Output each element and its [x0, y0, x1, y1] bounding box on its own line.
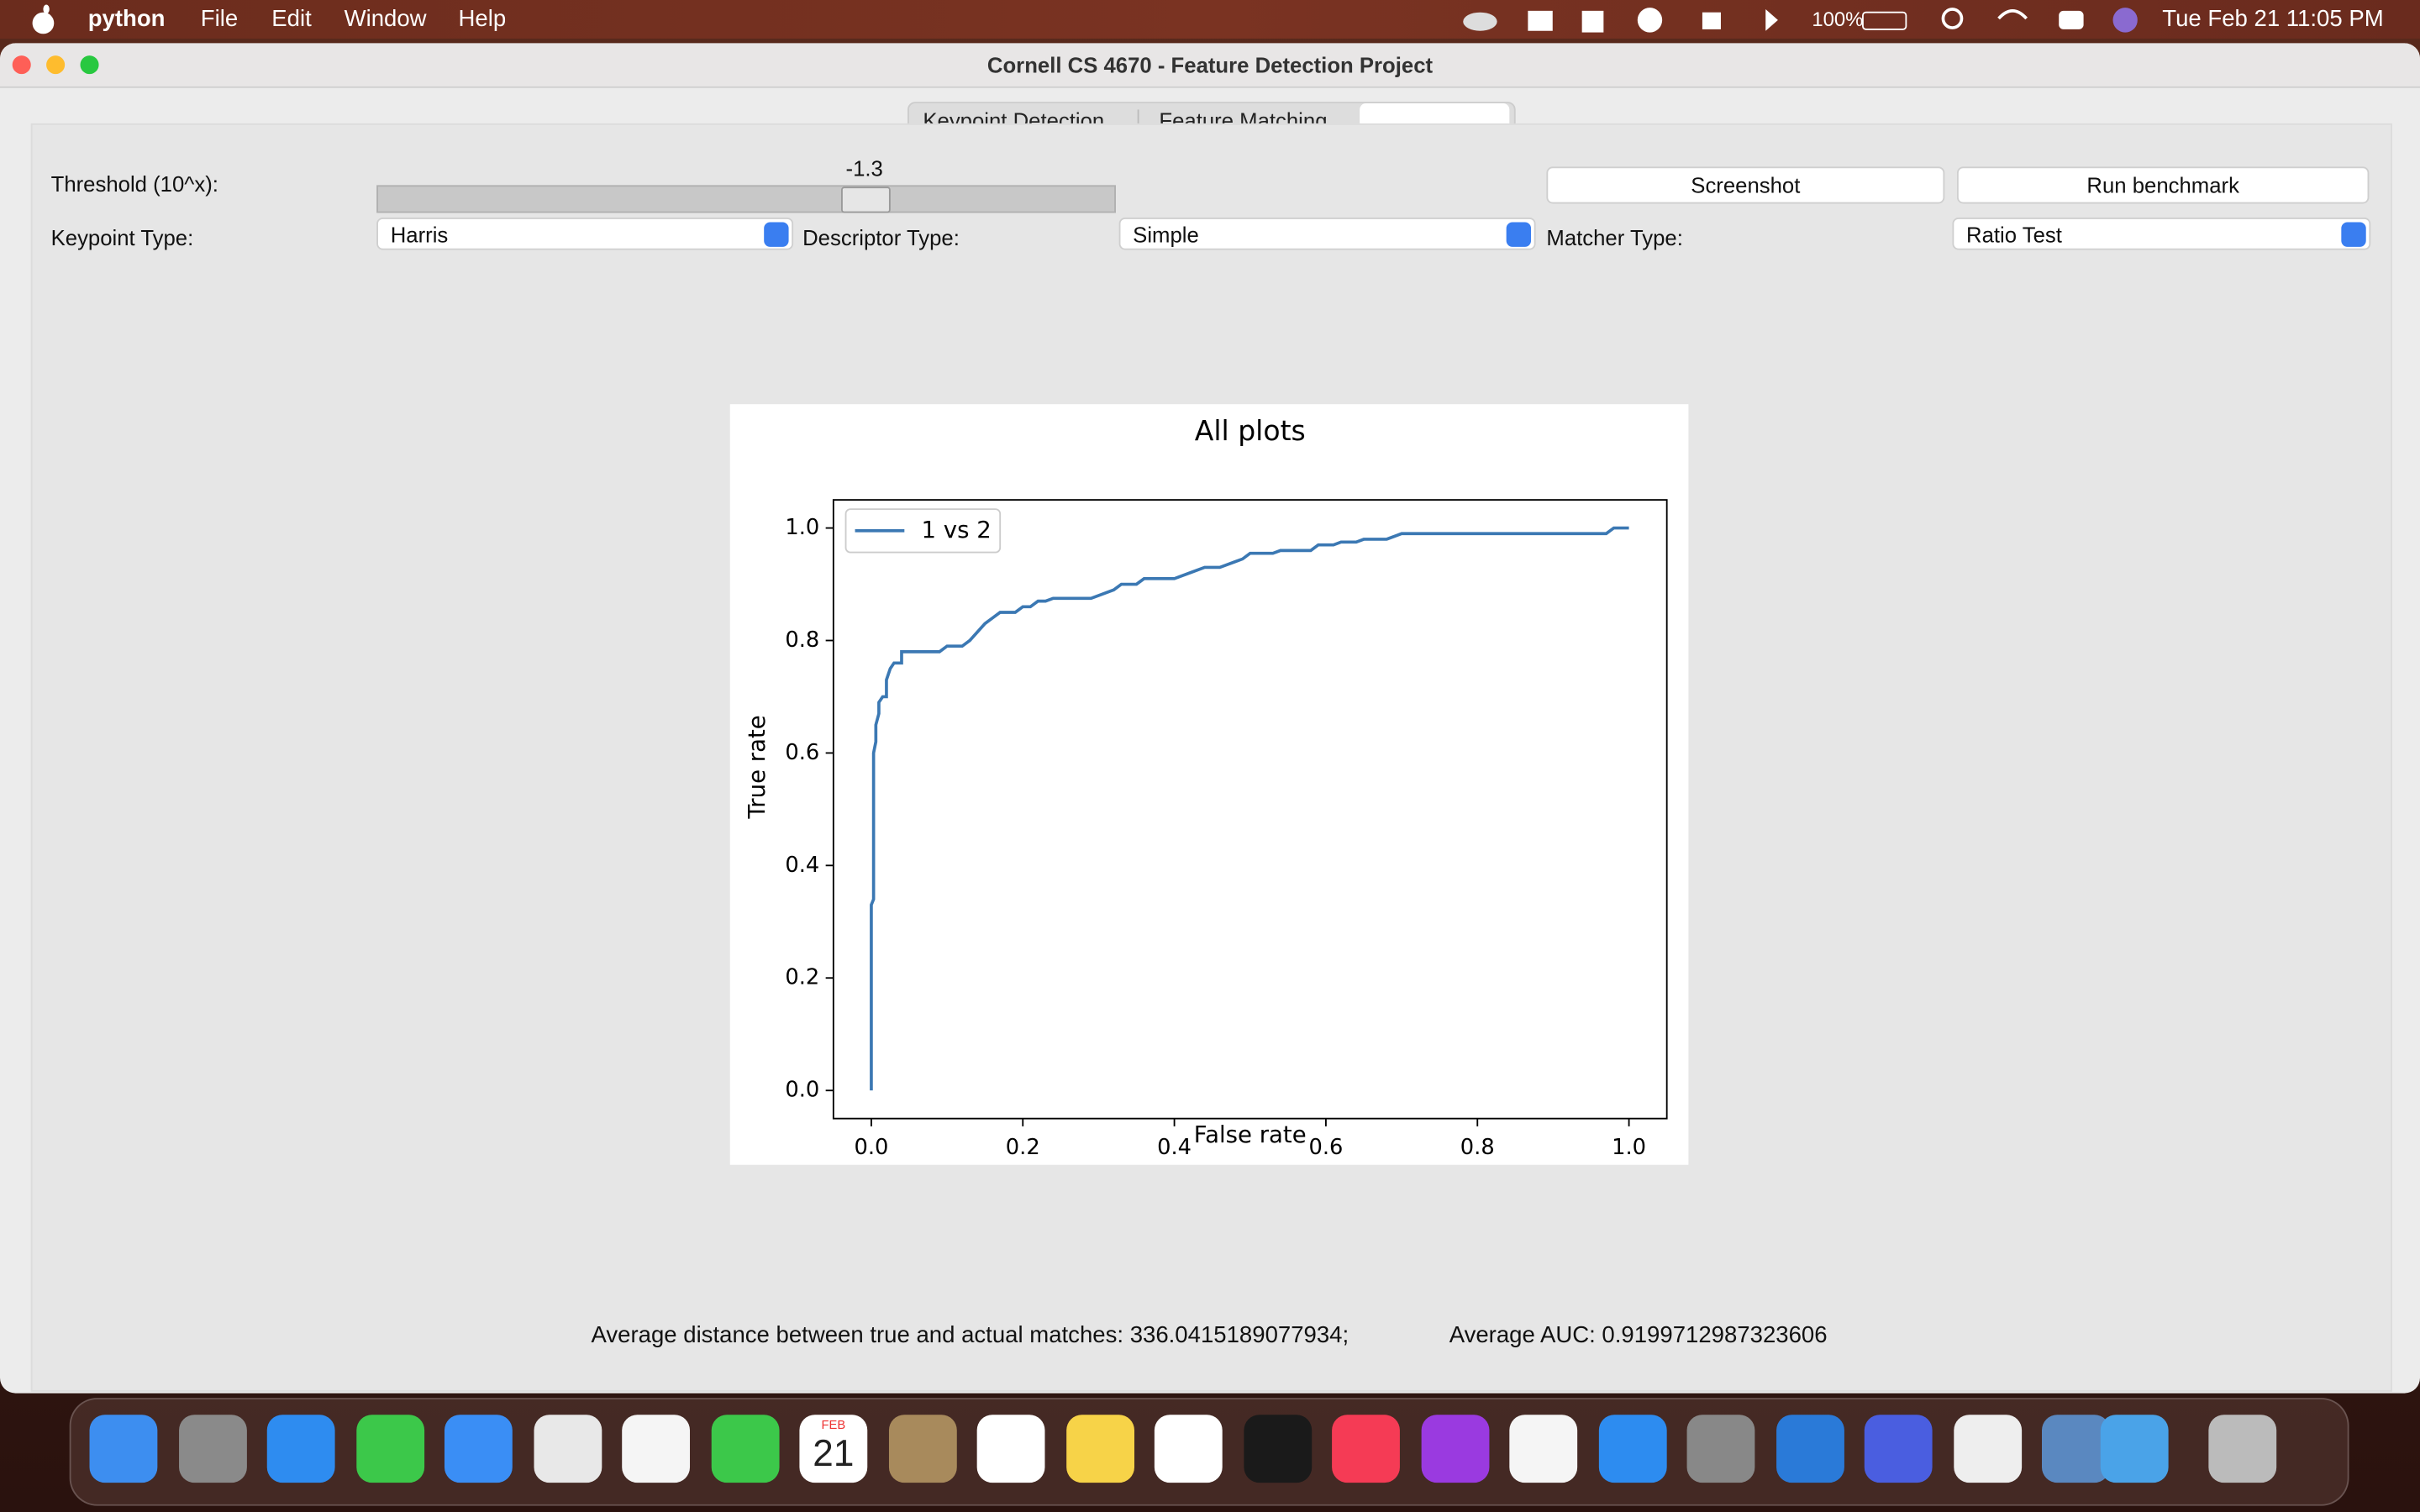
y-tick-label: 0.2 [785, 965, 819, 990]
threshold-slider[interactable] [376, 185, 1116, 213]
dock-icon[interactable] [355, 1415, 424, 1483]
menu-item[interactable]: Help [458, 6, 507, 33]
dock-icon[interactable] [1776, 1415, 1844, 1483]
keypoint-select[interactable]: Harris [376, 217, 794, 250]
dock-icon[interactable] [710, 1415, 779, 1483]
benchmark-button[interactable]: Run benchmark [1956, 166, 2370, 204]
keypoint-value: Harris [390, 222, 449, 247]
menu-item[interactable]: Window [344, 6, 427, 33]
select-arrow [2341, 222, 2366, 247]
dock-icon[interactable] [1420, 1415, 1489, 1483]
x-tick-label: 0.2 [1006, 1135, 1040, 1160]
status-auc: Average AUC: 0.9199712987323606 [1449, 1322, 1828, 1349]
descriptor-label: Descriptor Type: [802, 225, 960, 250]
legend-label: 1 vs 2 [922, 517, 992, 543]
x-tick-label: 0.0 [854, 1135, 888, 1160]
descriptor-select[interactable]: Simple [1118, 217, 1536, 250]
calendar-day: 21 [813, 1433, 855, 1475]
clock[interactable]: Tue Feb 21 11:05 PM [2162, 6, 2384, 33]
zoom-button[interactable] [80, 55, 99, 75]
status-distance: Average distance between true and actual… [591, 1322, 1349, 1349]
menu-item[interactable]: Edit [271, 6, 312, 33]
dock-icon[interactable] [1864, 1415, 1933, 1483]
dock-icon[interactable] [1154, 1415, 1223, 1483]
matcher-label: Matcher Type: [1546, 225, 1683, 250]
dock-icon[interactable] [266, 1415, 335, 1483]
screenshot-button[interactable]: Screenshot [1546, 166, 1945, 204]
y-tick-label: 1.0 [785, 515, 819, 540]
x-tick-label: 0.4 [1157, 1135, 1192, 1160]
downloads-icon[interactable] [2100, 1415, 2169, 1483]
calendar-month: FEB [821, 1417, 846, 1432]
app-menu[interactable]: python [87, 6, 166, 33]
dock-icon[interactable] [2042, 1415, 2110, 1483]
minimize-button[interactable] [46, 55, 66, 75]
dock-icon[interactable] [888, 1415, 956, 1483]
trash-icon[interactable] [2208, 1415, 2277, 1483]
menu-bar: python File Edit Window Help 100% Tue Fe… [0, 0, 2420, 39]
title-bar: Cornell CS 4670 - Feature Detection Proj… [0, 43, 2420, 88]
dock-icon[interactable]: FEB 21 [799, 1415, 868, 1483]
legend-box [844, 508, 1002, 554]
dock-icon[interactable] [1509, 1415, 1578, 1483]
select-arrow [764, 222, 789, 247]
y-tick-label: 0.0 [785, 1078, 819, 1103]
select-arrow [1506, 222, 1532, 247]
plot-frame [832, 499, 1668, 1120]
dock-icon[interactable] [1243, 1415, 1312, 1483]
matcher-select[interactable]: Ratio Test [1952, 217, 2371, 250]
x-axis-label: False rate [1194, 1121, 1307, 1148]
threshold-value: -1.3 [845, 155, 883, 181]
menu-item[interactable]: File [200, 6, 239, 33]
roc-line [870, 526, 1629, 1091]
status-icons [1463, 8, 2138, 33]
close-button[interactable] [12, 55, 31, 75]
dock-icon[interactable] [1953, 1415, 2022, 1483]
x-tick-label: 0.6 [1308, 1135, 1343, 1160]
dock-icon[interactable] [178, 1415, 246, 1483]
window-title: Cornell CS 4670 - Feature Detection Proj… [986, 52, 1434, 77]
battery-level: 100% [1812, 8, 1864, 31]
slider-handle[interactable] [841, 186, 891, 213]
app-window: Cornell CS 4670 - Feature Detection Proj… [0, 43, 2420, 1394]
y-tick-label: 0.4 [785, 853, 819, 878]
threshold-label: Threshold (10^x): [50, 171, 218, 197]
y-tick-label: 0.8 [785, 627, 819, 653]
dock-icon[interactable] [976, 1415, 1045, 1483]
chart-title: All plots [1195, 414, 1306, 447]
dock-icon[interactable] [622, 1415, 691, 1483]
matcher-value: Ratio Test [1966, 222, 2062, 247]
y-axis-label: True rate [744, 715, 771, 819]
dock-icon[interactable] [444, 1415, 513, 1483]
dock-icon[interactable] [1332, 1415, 1400, 1483]
dock-icon[interactable] [89, 1415, 158, 1483]
descriptor-value: Simple [1133, 222, 1199, 247]
apple-logo[interactable] [31, 4, 55, 34]
dock-icon[interactable] [533, 1415, 602, 1483]
dock: FEB 21 [69, 1398, 2349, 1506]
y-tick-label: 0.6 [785, 740, 819, 765]
x-tick-label: 1.0 [1612, 1135, 1646, 1160]
keypoint-label: Keypoint Type: [50, 225, 194, 250]
dock-icon[interactable] [1597, 1415, 1666, 1483]
dock-icon[interactable] [1065, 1415, 1134, 1483]
roc-chart: All plots False rate True rate 0.0 0.2 0.4… [729, 404, 1689, 1165]
tab-separator [1137, 109, 1139, 133]
x-tick-label: 0.8 [1460, 1135, 1495, 1160]
dock-icon[interactable] [1686, 1415, 1755, 1483]
